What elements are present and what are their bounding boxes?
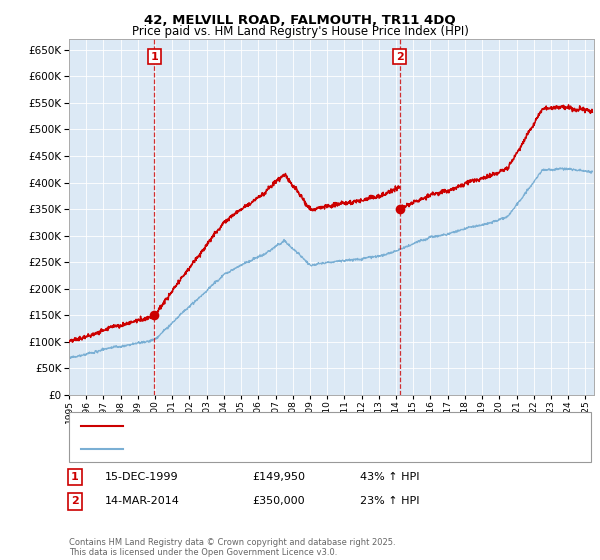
Text: Price paid vs. HM Land Registry's House Price Index (HPI): Price paid vs. HM Land Registry's House … [131, 25, 469, 38]
Text: 43% ↑ HPI: 43% ↑ HPI [360, 472, 419, 482]
Text: 1: 1 [151, 52, 158, 62]
Text: 2: 2 [396, 52, 404, 62]
Text: 23% ↑ HPI: 23% ↑ HPI [360, 496, 419, 506]
Text: HPI: Average price, detached house, Cornwall: HPI: Average price, detached house, Corn… [129, 445, 367, 454]
Text: 42, MELVILL ROAD, FALMOUTH, TR11 4DQ: 42, MELVILL ROAD, FALMOUTH, TR11 4DQ [144, 14, 456, 27]
Text: 15-DEC-1999: 15-DEC-1999 [105, 472, 179, 482]
Text: Contains HM Land Registry data © Crown copyright and database right 2025.
This d: Contains HM Land Registry data © Crown c… [69, 538, 395, 557]
Text: £350,000: £350,000 [252, 496, 305, 506]
Text: £149,950: £149,950 [252, 472, 305, 482]
Text: 42, MELVILL ROAD, FALMOUTH, TR11 4DQ (detached house): 42, MELVILL ROAD, FALMOUTH, TR11 4DQ (de… [129, 421, 442, 431]
Text: 14-MAR-2014: 14-MAR-2014 [105, 496, 180, 506]
Text: 1: 1 [71, 472, 79, 482]
Text: 2: 2 [71, 496, 79, 506]
